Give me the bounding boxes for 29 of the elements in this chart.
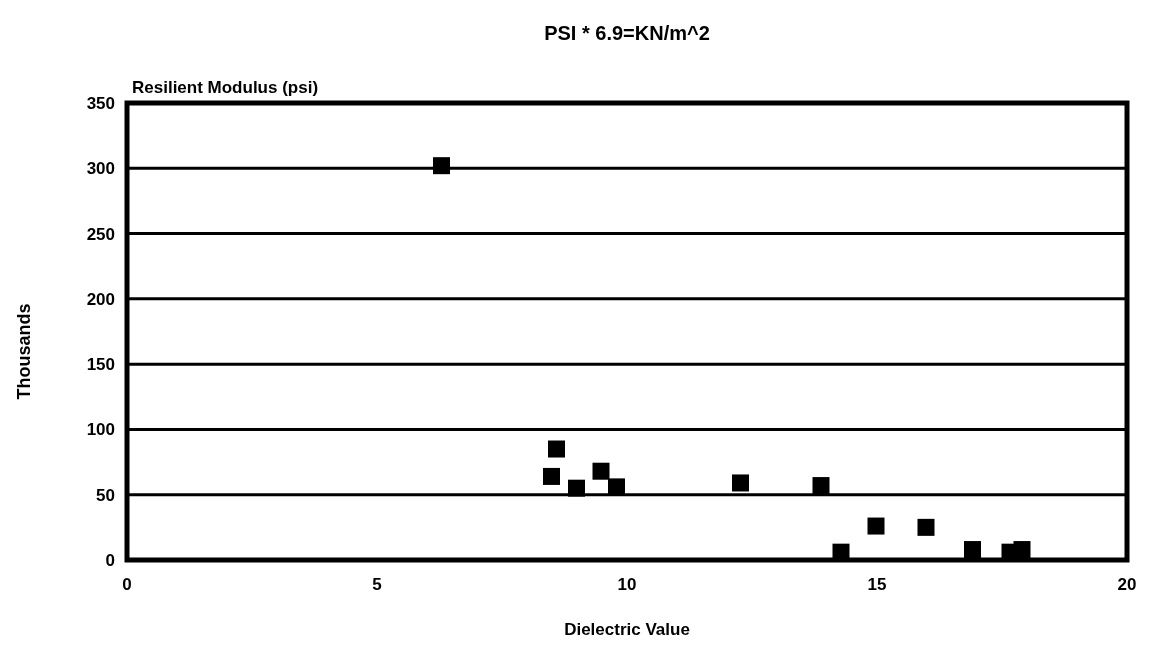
point xyxy=(608,478,625,496)
y-tick-label: 200 xyxy=(86,289,115,309)
y-tick-label: 300 xyxy=(86,159,115,179)
point xyxy=(1013,541,1031,559)
point xyxy=(732,474,749,492)
point xyxy=(964,541,981,559)
x-tick-label: 5 xyxy=(372,575,382,594)
y-axis-title: Thousands xyxy=(14,303,34,400)
point xyxy=(433,157,450,175)
point xyxy=(867,517,885,535)
point xyxy=(548,440,565,458)
x-tick-label: 10 xyxy=(617,575,637,594)
y-tick-label: 150 xyxy=(86,355,115,375)
y-tick-label: 100 xyxy=(86,420,115,440)
point xyxy=(568,479,585,497)
point xyxy=(592,462,610,480)
y-tick-label: 0 xyxy=(105,550,115,570)
chart-title: PSI * 6.9=KN/m^2 xyxy=(544,22,710,44)
x-tick-label: 0 xyxy=(122,575,132,594)
x-axis-title: Dielectric Value xyxy=(564,620,690,639)
y-tick-label: 50 xyxy=(96,485,115,505)
point xyxy=(812,477,830,495)
point xyxy=(543,467,560,485)
x-tick-label: 20 xyxy=(1117,575,1137,594)
point xyxy=(917,518,935,536)
y-tick-label: 350 xyxy=(86,93,115,113)
chart-subtitle: Resilient Modulus (psi) xyxy=(132,78,319,97)
x-tick-label: 15 xyxy=(867,575,887,594)
y-tick-label: 250 xyxy=(86,224,115,244)
